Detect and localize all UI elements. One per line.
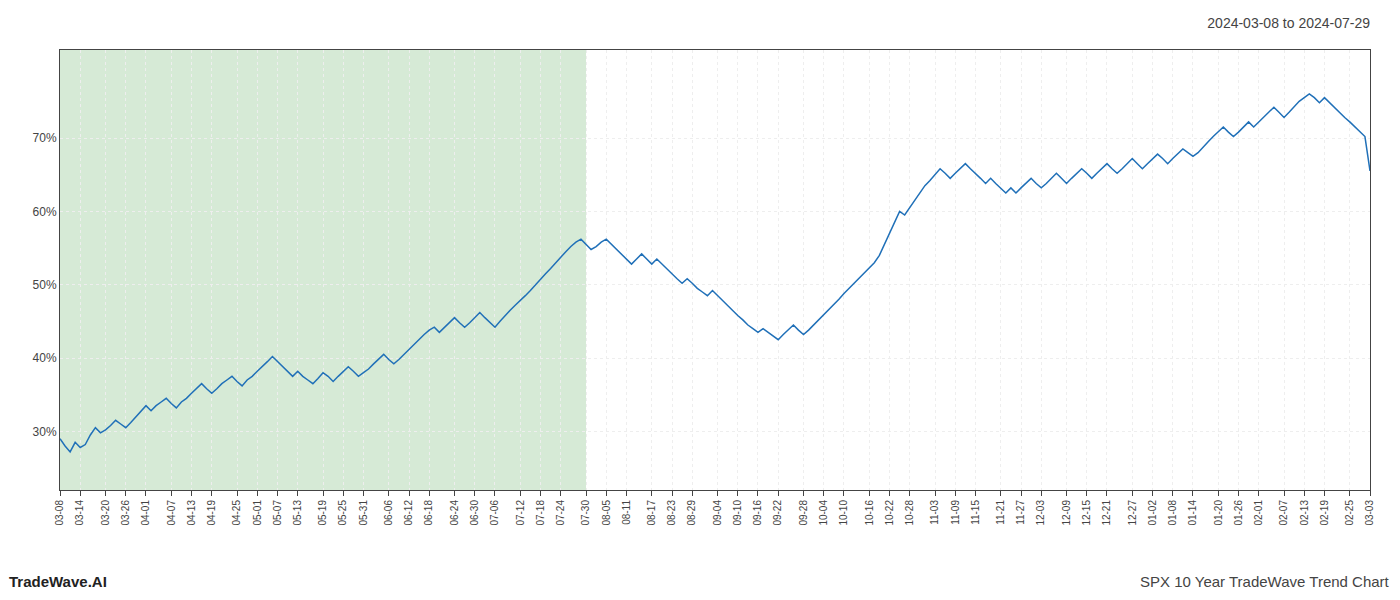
svg-text:10-04: 10-04 (818, 500, 829, 526)
svg-text:06-06: 06-06 (383, 500, 394, 526)
svg-text:05-07: 05-07 (272, 500, 283, 526)
svg-text:02-01: 02-01 (1253, 500, 1264, 526)
svg-text:11-15: 11-15 (970, 500, 981, 525)
svg-text:70%: 70% (33, 131, 57, 145)
svg-text:05-13: 05-13 (292, 500, 303, 526)
svg-text:08-05: 08-05 (601, 500, 612, 526)
svg-text:03-20: 03-20 (100, 500, 111, 526)
svg-text:07-12: 07-12 (515, 500, 526, 526)
svg-text:12-27: 12-27 (1127, 500, 1138, 526)
svg-text:05-01: 05-01 (252, 500, 263, 526)
svg-text:04-01: 04-01 (140, 500, 151, 526)
svg-text:07-18: 07-18 (535, 500, 546, 526)
svg-text:11-03: 11-03 (929, 500, 940, 525)
svg-text:09-04: 09-04 (712, 500, 723, 526)
svg-text:08-23: 08-23 (666, 500, 677, 526)
svg-text:07-24: 07-24 (555, 500, 566, 526)
svg-text:10-22: 10-22 (884, 500, 895, 526)
svg-text:03-08: 03-08 (54, 500, 65, 526)
svg-text:03-03: 03-03 (1364, 500, 1375, 526)
svg-text:09-16: 09-16 (752, 500, 763, 526)
svg-text:30%: 30% (33, 425, 57, 439)
svg-text:60%: 60% (33, 205, 57, 219)
svg-text:06-24: 06-24 (449, 500, 460, 526)
svg-text:09-10: 09-10 (732, 500, 743, 526)
svg-text:08-11: 08-11 (621, 500, 632, 525)
svg-text:TradeWave.AI: TradeWave.AI (9, 573, 107, 590)
svg-text:11-21: 11-21 (995, 500, 1006, 525)
svg-text:08-29: 08-29 (686, 500, 697, 526)
svg-text:12-21: 12-21 (1101, 500, 1112, 526)
svg-text:12-09: 12-09 (1061, 500, 1072, 526)
svg-text:02-25: 02-25 (1344, 500, 1355, 526)
svg-text:01-26: 01-26 (1233, 500, 1244, 526)
svg-text:01-08: 01-08 (1167, 500, 1178, 526)
svg-text:07-06: 07-06 (489, 500, 500, 526)
svg-text:09-28: 09-28 (798, 500, 809, 526)
svg-text:01-20: 01-20 (1213, 500, 1224, 526)
svg-text:12-03: 12-03 (1035, 500, 1046, 526)
svg-text:04-25: 04-25 (231, 500, 242, 526)
svg-text:05-25: 05-25 (337, 500, 348, 526)
svg-text:11-27: 11-27 (1015, 500, 1026, 525)
svg-text:06-12: 06-12 (403, 500, 414, 526)
svg-text:04-07: 04-07 (166, 500, 177, 526)
svg-text:10-28: 10-28 (904, 500, 915, 526)
svg-text:03-14: 03-14 (74, 500, 85, 526)
svg-text:04-19: 04-19 (206, 500, 217, 526)
svg-text:06-18: 06-18 (423, 500, 434, 526)
svg-text:01-02: 01-02 (1147, 500, 1158, 526)
svg-text:10-16: 10-16 (864, 500, 875, 526)
svg-text:02-07: 02-07 (1278, 500, 1289, 526)
svg-text:07-30: 07-30 (580, 500, 591, 526)
svg-text:02-19: 02-19 (1319, 500, 1330, 526)
svg-text:10-10: 10-10 (838, 500, 849, 526)
svg-text:02-13: 02-13 (1299, 500, 1310, 526)
svg-text:04-13: 04-13 (186, 500, 197, 526)
svg-text:06-30: 06-30 (469, 500, 480, 526)
svg-text:03-26: 03-26 (120, 500, 131, 526)
svg-text:05-19: 05-19 (317, 500, 328, 526)
svg-text:40%: 40% (33, 351, 57, 365)
svg-text:12-15: 12-15 (1081, 500, 1092, 526)
svg-text:01-14: 01-14 (1187, 500, 1198, 526)
svg-text:09-22: 09-22 (772, 500, 783, 526)
svg-text:08-17: 08-17 (646, 500, 657, 526)
svg-text:05-31: 05-31 (358, 500, 369, 526)
svg-text:SPX 10 Year TradeWave Trend Ch: SPX 10 Year TradeWave Trend Chart (1140, 573, 1390, 590)
svg-text:11-09: 11-09 (950, 500, 961, 525)
svg-text:2024-03-08 to 2024-07-29: 2024-03-08 to 2024-07-29 (1207, 15, 1370, 31)
svg-text:50%: 50% (33, 278, 57, 292)
